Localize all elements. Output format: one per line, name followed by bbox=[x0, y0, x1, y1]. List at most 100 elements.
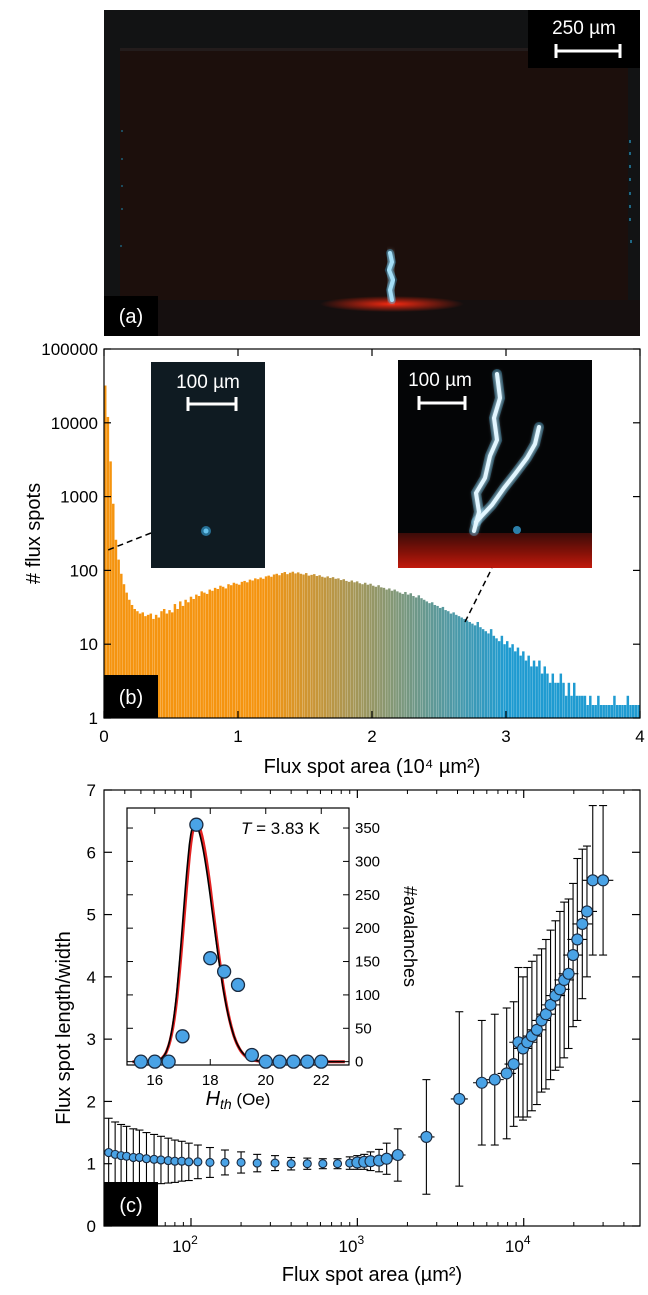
histogram-bar bbox=[503, 644, 506, 718]
histogram-bar bbox=[329, 577, 332, 718]
panel-a-tag: (a) bbox=[119, 306, 143, 328]
inset-data-point bbox=[147, 1054, 162, 1069]
histogram-bar bbox=[264, 576, 268, 718]
histogram-bar bbox=[350, 580, 354, 718]
histogram-bar bbox=[149, 613, 153, 718]
x-tick-label: 104 bbox=[505, 1233, 531, 1256]
inset-data-point bbox=[300, 1054, 315, 1069]
data-point bbox=[453, 1092, 466, 1105]
histogram-bar bbox=[589, 695, 592, 718]
histogram-bar bbox=[133, 608, 136, 718]
y-tick-label: 10 bbox=[79, 635, 98, 654]
histogram-bar bbox=[610, 705, 613, 718]
histogram-bar bbox=[631, 705, 635, 718]
y-tick-label: 6 bbox=[87, 843, 96, 862]
histogram-bar bbox=[425, 601, 429, 718]
histogram-bar bbox=[272, 574, 276, 718]
histogram-bar bbox=[527, 655, 530, 718]
y-axis-label: # flux spots bbox=[23, 483, 45, 584]
inset-right-scalebar-label: 100 µm bbox=[408, 370, 472, 391]
data-point bbox=[318, 1159, 328, 1169]
inset-points bbox=[133, 817, 329, 1069]
histogram-bar bbox=[615, 705, 619, 718]
histogram-bar bbox=[366, 584, 370, 718]
histogram-bar bbox=[286, 574, 289, 718]
histogram-bar bbox=[211, 590, 214, 718]
histogram-bar bbox=[602, 705, 605, 718]
histogram-bar bbox=[128, 599, 131, 718]
y-tick-label: 1 bbox=[87, 1155, 96, 1174]
histogram-bar bbox=[109, 461, 112, 718]
histogram-bar bbox=[315, 575, 319, 718]
data-point bbox=[184, 1157, 194, 1167]
panel-c-tag-box bbox=[104, 1182, 158, 1226]
histogram-bar bbox=[508, 647, 512, 718]
data-point bbox=[270, 1158, 280, 1168]
histogram-bar bbox=[146, 614, 150, 718]
histogram-bar bbox=[270, 576, 273, 718]
histogram-bar bbox=[581, 695, 584, 718]
panel-a-scalebar bbox=[554, 44, 622, 58]
histogram-bar bbox=[535, 666, 538, 718]
y-tick-label: 5 bbox=[87, 906, 96, 925]
histogram-bar bbox=[575, 695, 579, 718]
y-tick-label: 1000 bbox=[60, 488, 98, 507]
histogram-bar bbox=[444, 610, 447, 718]
histogram-bar bbox=[275, 573, 278, 718]
histogram-bar bbox=[173, 604, 177, 718]
histogram-bar bbox=[238, 584, 241, 718]
inset-data-point bbox=[133, 1054, 149, 1069]
histogram-bar bbox=[321, 576, 324, 718]
histogram-bar bbox=[192, 598, 195, 718]
y-tick-label: 1 bbox=[89, 709, 98, 728]
panel-b-tag-box bbox=[104, 675, 158, 718]
histogram-bar bbox=[262, 578, 265, 718]
histogram-bar bbox=[618, 705, 622, 718]
histogram-bar bbox=[353, 582, 356, 718]
histogram-bar bbox=[213, 587, 217, 718]
histogram-bar bbox=[460, 617, 463, 718]
histogram-bar bbox=[331, 577, 335, 718]
histogram-bar bbox=[385, 589, 388, 718]
histogram-bar bbox=[564, 695, 568, 718]
histogram-bar bbox=[195, 594, 198, 718]
histogram-bar bbox=[396, 591, 399, 718]
histogram-bar bbox=[479, 627, 482, 718]
histogram-bar bbox=[280, 573, 284, 718]
histogram-bar bbox=[455, 614, 458, 718]
histogram-bar bbox=[543, 666, 546, 718]
histogram-bar bbox=[594, 705, 597, 718]
histogram-bar bbox=[181, 605, 185, 718]
inset-y-tick-label: 100 bbox=[355, 987, 380, 1004]
x-axis-label: Flux spot area (µm²) bbox=[282, 1264, 462, 1286]
histogram-bar bbox=[120, 573, 123, 718]
histogram-bar bbox=[363, 582, 367, 718]
histogram-bar bbox=[179, 601, 182, 718]
histogram-bar bbox=[144, 616, 147, 718]
histogram-bar bbox=[489, 629, 493, 718]
x-tick-label: 1 bbox=[233, 727, 242, 746]
histogram-bar bbox=[337, 578, 340, 718]
histogram-bar bbox=[613, 695, 616, 718]
histogram-bar bbox=[506, 641, 509, 718]
histogram-bar bbox=[299, 573, 303, 718]
histogram-bar bbox=[358, 583, 362, 718]
histogram-bar bbox=[463, 618, 466, 718]
histogram-bar bbox=[189, 596, 193, 718]
histogram-bar bbox=[227, 584, 230, 718]
inset-right-image: 100 µm bbox=[398, 360, 592, 568]
data-point bbox=[586, 874, 599, 887]
panel-c-scatter: 102 103 104 0 1 2 3 4 5 6 7 Flux spot area (µm²) Flu… bbox=[53, 781, 641, 1286]
histogram-bar bbox=[578, 695, 581, 718]
inset-right-leader bbox=[464, 567, 493, 623]
histogram-bar bbox=[197, 595, 201, 718]
histogram-bar bbox=[449, 613, 453, 718]
inset-data-point bbox=[272, 1054, 287, 1069]
inset-axes: 16 18 20 22 0 50 100 150 200 250 300 350 Hth (Oe) #av… bbox=[127, 808, 420, 1112]
histogram-bar bbox=[583, 695, 587, 718]
histogram-bar bbox=[468, 621, 471, 718]
data-point bbox=[205, 1157, 215, 1168]
histogram-bar bbox=[599, 705, 603, 718]
